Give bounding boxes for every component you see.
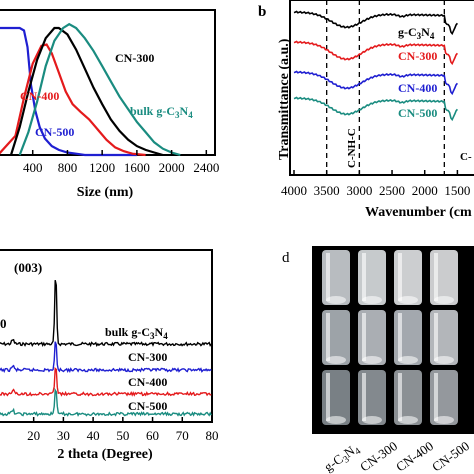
c-tick-label: 80 bbox=[206, 428, 219, 443]
b-xlabel: Wavenumber (cm bbox=[365, 205, 472, 220]
c-tick-label: 20 bbox=[27, 428, 40, 443]
b-tick-label: 2000 bbox=[412, 183, 438, 198]
a-series-3 bbox=[18, 22, 181, 157]
a-tick-label: 2400 bbox=[193, 160, 219, 175]
b-tick-label: 2500 bbox=[379, 183, 405, 198]
panel-b-ftir: b 4000 3500 3000 2500 2000 1500 g-C3N4 CN-300… bbox=[258, 0, 474, 220]
c-side-label: 0 bbox=[0, 316, 7, 331]
c-xlabel: 2 theta (Degree) bbox=[57, 447, 153, 462]
c-series-1 bbox=[0, 341, 212, 374]
vial-r2-c3 bbox=[430, 370, 458, 425]
panel-a-axes-frame bbox=[0, 9, 216, 156]
panel-a-size-distribution: 400 800 1200 1600 2000 2400 CN-300 CN-400 CN-… bbox=[0, 9, 219, 200]
a-series-0 bbox=[0, 26, 137, 157]
a-tick-label: 1200 bbox=[89, 160, 115, 175]
vial-r2-c0 bbox=[322, 370, 350, 425]
c-series-0 bbox=[0, 279, 212, 348]
panel-c-patterns bbox=[0, 279, 212, 417]
a-label-bulk: bulk g-C3N4 bbox=[130, 104, 193, 120]
c-label-bulk: bulk g-C3N4 bbox=[105, 325, 168, 341]
vial-r1-c0 bbox=[322, 310, 350, 365]
b-series-2 bbox=[293, 70, 459, 96]
panel-b-reference-lines bbox=[326, 0, 445, 175]
c-tick-label: 70 bbox=[176, 428, 189, 443]
photo-vials bbox=[322, 250, 458, 425]
vial-r2-c2 bbox=[394, 370, 422, 425]
vial-r1-c2 bbox=[394, 310, 422, 365]
b-annotation-cnhc: C-NH-C bbox=[346, 128, 358, 168]
panel-b-spectra bbox=[293, 10, 459, 122]
vial-r0-c1 bbox=[358, 250, 386, 305]
vial-r1-c1 bbox=[358, 310, 386, 365]
panel-c-xrd: 20 30 40 50 60 70 80 (003) 0 bulk g-C3N4 CN-30… bbox=[0, 249, 219, 462]
b-label-cn300: CN-300 bbox=[398, 49, 437, 63]
c-tick-label: 40 bbox=[87, 428, 100, 443]
c-label-cn500: CN-500 bbox=[128, 399, 167, 413]
c-label-cn400: CN-400 bbox=[128, 375, 167, 389]
b-annotation-c: C- bbox=[460, 151, 472, 163]
c-tick-label: 30 bbox=[57, 428, 70, 443]
a-xlabel: Size (nm) bbox=[77, 185, 134, 200]
b-label-gc3n4: g-C3N4 bbox=[398, 25, 435, 41]
panel-a-ticks: 400 800 1200 1600 2000 2400 bbox=[23, 150, 219, 175]
b-ylabel: Transmittance (a.u.) bbox=[277, 38, 292, 160]
a-label-cn500: CN-500 bbox=[35, 125, 74, 139]
c-tick-label: 50 bbox=[116, 428, 129, 443]
photo-label-0: g-C3N4 bbox=[321, 440, 363, 474]
photo-label-2: CN-400 bbox=[393, 438, 436, 474]
a-label-cn400: CN-400 bbox=[20, 89, 59, 103]
panel-b-letter: b bbox=[258, 4, 266, 20]
a-series-1 bbox=[0, 43, 146, 157]
panel-a-curves bbox=[0, 22, 181, 157]
c-tick-label: 60 bbox=[146, 428, 159, 443]
b-tick-label: 4000 bbox=[281, 183, 307, 198]
a-tick-label: 1600 bbox=[124, 160, 150, 175]
a-series-2 bbox=[9, 26, 164, 157]
panel-b-ticks: 4000 3500 3000 2500 2000 1500 bbox=[281, 170, 470, 198]
b-tick-label: 3500 bbox=[314, 183, 340, 198]
vial-r2-c1 bbox=[358, 370, 386, 425]
panel-d-letter: d bbox=[282, 250, 290, 266]
photo-label-1: CN-300 bbox=[357, 438, 400, 474]
c-series-2 bbox=[0, 366, 212, 397]
a-tick-label: 800 bbox=[58, 160, 78, 175]
panel-c-ticks: 20 30 40 50 60 70 80 bbox=[27, 417, 219, 443]
panel-b-axes-frame bbox=[289, 0, 474, 176]
c-label-cn300: CN-300 bbox=[128, 350, 167, 364]
c-series-3 bbox=[0, 387, 212, 417]
b-series-0 bbox=[293, 10, 459, 36]
b-tick-label: 3000 bbox=[346, 183, 372, 198]
vial-r0-c3 bbox=[430, 250, 458, 305]
b-label-cn500: CN-500 bbox=[398, 106, 437, 120]
a-tick-label: 400 bbox=[23, 160, 43, 175]
b-series-3 bbox=[293, 96, 459, 122]
b-tick-label: 1500 bbox=[444, 183, 470, 198]
vial-r1-c3 bbox=[430, 310, 458, 365]
b-label-cn400: CN-400 bbox=[398, 81, 437, 95]
panel-c-axes-frame bbox=[0, 249, 213, 423]
b-series-1 bbox=[293, 40, 459, 66]
vial-r0-c2 bbox=[394, 250, 422, 305]
photo-label-3: CN-500 bbox=[429, 438, 472, 474]
c-peak-label: (003) bbox=[14, 260, 42, 275]
vial-r0-c0 bbox=[322, 250, 350, 305]
a-tick-label: 2000 bbox=[159, 160, 185, 175]
a-label-cn300: CN-300 bbox=[115, 51, 154, 65]
